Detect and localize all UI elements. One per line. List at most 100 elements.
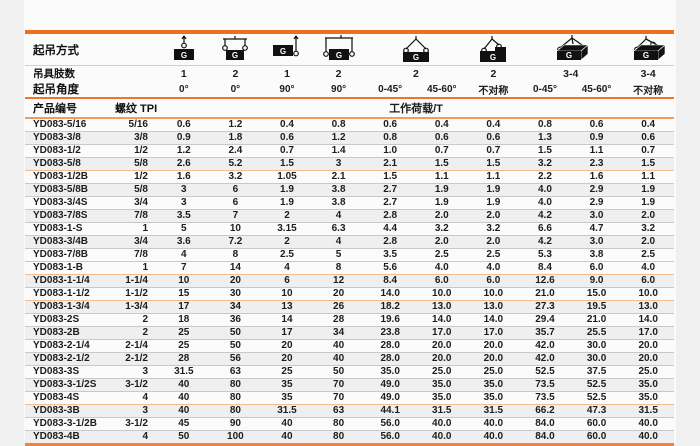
load-value-cell: 2.9 <box>570 196 623 210</box>
thread-tpi-cell: 3-1/2 <box>113 378 158 392</box>
thread-tpi-cell: 1/2 <box>113 144 158 158</box>
product-code-cell: YD083-1-S <box>25 222 113 236</box>
load-value-cell: 40.0 <box>622 430 674 445</box>
load-value-cell: 30.0 <box>570 339 623 353</box>
load-value-cell: 40.0 <box>415 417 468 431</box>
load-value-cell: 34 <box>312 326 365 340</box>
load-value-cell: 52.5 <box>519 365 571 379</box>
load-value-cell: 50 <box>209 326 262 340</box>
load-value-cell: 1.9 <box>261 196 313 210</box>
load-value-cell: 4.2 <box>519 235 571 249</box>
load-value-cell: 0.6 <box>570 118 623 132</box>
load-value-cell: 25.0 <box>467 365 520 379</box>
load-value-cell: 14.0 <box>415 313 468 327</box>
load-value-cell: 52.5 <box>570 391 623 405</box>
table-row: YD083-5/8B 5/8 3 6 1.9 3.8 2.7 1.9 1.9 4.0 2.9 1.9 <box>25 183 674 197</box>
load-value-cell: 3.5 <box>158 209 210 223</box>
load-value-cell: 10 <box>158 274 210 288</box>
load-value-cell: 29.4 <box>519 313 571 327</box>
thread-tpi-cell: 5/16 <box>113 118 158 132</box>
table-row: YD083-2-1/4 2-1/4 25 50 20 40 28.0 20.0 20.0 42.0… <box>25 339 674 353</box>
load-value-cell: 3.2 <box>415 222 468 236</box>
load-value-cell: 2.0 <box>467 235 520 249</box>
load-value-cell: 31.5 <box>415 404 468 418</box>
load-value-cell: 17.0 <box>415 326 468 340</box>
thread-tpi-cell: 1-3/4 <box>113 300 158 314</box>
load-value-cell: 1.2 <box>158 144 210 158</box>
load-value-cell: 1.9 <box>622 196 674 210</box>
load-value-cell: 1.4 <box>312 144 365 158</box>
thread-tpi-cell: 1-1/2 <box>113 287 158 301</box>
load-value-cell: 2 <box>261 235 313 249</box>
load-value-cell: 49.0 <box>364 391 416 405</box>
load-value-cell: 6 <box>209 183 262 197</box>
load-value-cell: 6.3 <box>312 222 365 236</box>
load-value-cell: 1.5 <box>364 170 416 184</box>
lift-angle-cell: 90° <box>261 81 313 99</box>
load-value-cell: 44.1 <box>364 404 416 418</box>
load-value-cell: 63 <box>209 365 262 379</box>
product-code-cell: YD083-5/8B <box>25 183 113 197</box>
load-value-cell: 40 <box>158 404 210 418</box>
load-value-cell: 17.0 <box>622 326 674 340</box>
load-value-cell: 26 <box>312 300 365 314</box>
load-value-cell: 9.0 <box>570 274 623 288</box>
load-value-cell: 2.0 <box>622 209 674 223</box>
thread-tpi-cell: 3/8 <box>113 131 158 145</box>
load-value-cell: 12 <box>312 274 365 288</box>
load-value-cell: 5 <box>312 248 365 262</box>
load-value-cell: 20.0 <box>622 352 674 366</box>
load-value-cell: 2.1 <box>364 157 416 171</box>
load-value-cell: 3.2 <box>467 222 520 236</box>
load-value-cell: 2.5 <box>261 248 313 262</box>
product-code-cell: YD083-1-3/4 <box>25 300 113 314</box>
load-value-cell: 60.0 <box>570 430 623 445</box>
load-value-cell: 19.5 <box>570 300 623 314</box>
load-value-cell: 50 <box>158 430 210 445</box>
load-value-cell: 35.0 <box>415 391 468 405</box>
thread-tpi-cell: 3 <box>113 404 158 418</box>
load-value-cell: 73.5 <box>519 378 571 392</box>
load-value-cell: 10.0 <box>415 287 468 301</box>
load-value-cell: 5.3 <box>519 248 571 262</box>
load-value-cell: 4 <box>261 261 313 275</box>
load-value-cell: 63 <box>312 404 365 418</box>
sling-3-4leg-asymmetric-icon: G <box>626 34 670 62</box>
legs-count-cell: 2 <box>232 67 239 80</box>
load-value-cell: 1.1 <box>622 170 674 184</box>
table-row: YD083-7/8S 7/8 3.5 7 2 4 2.8 2.0 2.0 4.2 3.0 2.0 <box>25 209 674 223</box>
load-value-cell: 2.7 <box>364 196 416 210</box>
load-value-cell: 2.5 <box>415 248 468 262</box>
load-value-cell: 6.0 <box>415 274 468 288</box>
lift-method-row: 起吊方式 G G G G G G G G <box>25 32 674 66</box>
product-code-cell: YD083-2B <box>25 326 113 340</box>
load-value-cell: 40.0 <box>415 430 468 445</box>
load-value-cell: 2.1 <box>312 170 365 184</box>
load-value-cell: 35 <box>261 391 313 405</box>
load-value-cell: 3 <box>158 196 210 210</box>
load-value-cell: 8 <box>312 261 365 275</box>
load-value-cell: 20 <box>209 274 262 288</box>
thread-tpi-cell: 1 <box>113 261 158 275</box>
load-value-cell: 4 <box>158 248 210 262</box>
lift-angle-row: 起吊角度 0° 0° 90° 90° 0-45° 45-60° 不对称 0-45° 45-60°… <box>25 81 674 99</box>
load-value-cell: 5.6 <box>364 261 416 275</box>
svg-text:G: G <box>490 53 496 62</box>
load-value-cell: 40.0 <box>622 417 674 431</box>
table-row: YD083-1-3/4 1-3/4 17 34 13 26 18.2 13.0 13.0 27.3… <box>25 300 674 314</box>
load-value-cell: 10 <box>209 222 262 236</box>
load-value-cell: 40 <box>158 391 210 405</box>
load-value-cell: 2.0 <box>467 209 520 223</box>
load-value-cell: 2.9 <box>570 183 623 197</box>
load-value-cell: 2.8 <box>364 209 416 223</box>
load-value-cell: 1.8 <box>209 131 262 145</box>
load-value-cell: 21.0 <box>519 287 571 301</box>
load-value-cell: 35.0 <box>415 378 468 392</box>
load-value-cell: 23.8 <box>364 326 416 340</box>
load-value-cell: 17 <box>158 300 210 314</box>
load-value-cell: 25.5 <box>570 326 623 340</box>
load-value-cell: 13 <box>261 300 313 314</box>
load-value-cell: 4.2 <box>519 209 571 223</box>
table-row: YD083-1-1/4 1-1/4 10 20 6 12 8.4 6.0 6.0 12.6 9.0 6… <box>25 274 674 288</box>
load-value-cell: 0.6 <box>261 131 313 145</box>
